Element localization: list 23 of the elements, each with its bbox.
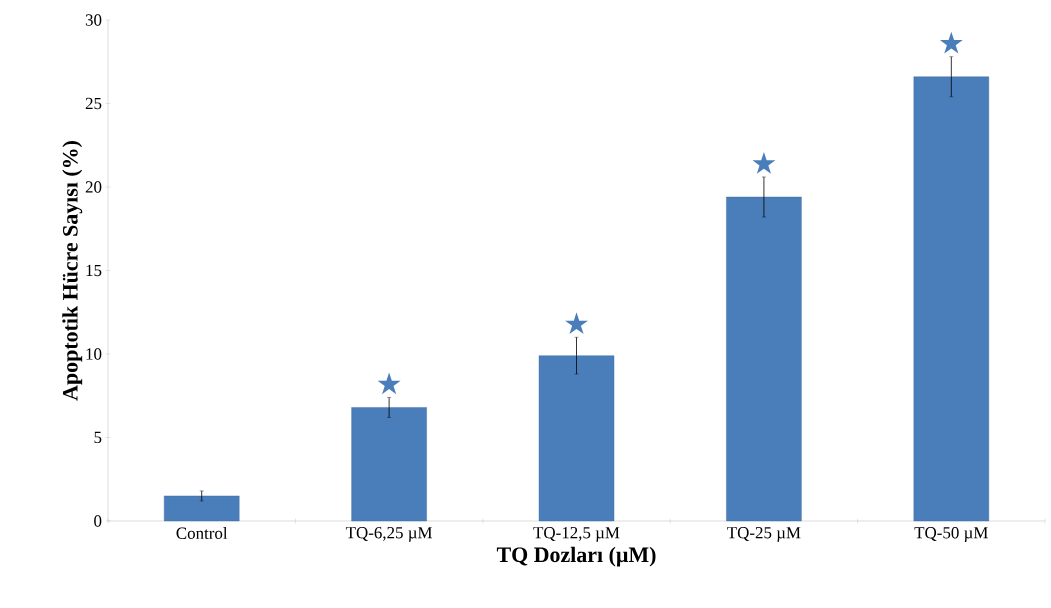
- x-axis-title: TQ Dozları (µM): [496, 546, 656, 567]
- annotation: ★: [939, 31, 963, 54]
- bar: [726, 196, 802, 522]
- bar: [538, 355, 615, 522]
- bar: [351, 407, 427, 522]
- y-tick-label: 30: [85, 14, 102, 26]
- y-tick-label: 0: [94, 515, 102, 527]
- annotation: ★: [377, 372, 401, 395]
- y-tick-label: 25: [85, 97, 102, 110]
- y-tick-label: 10: [86, 348, 102, 360]
- x-tick-label: TQ-6,25 µM: [345, 527, 433, 542]
- x-tick-label: TQ-25 µM: [727, 527, 801, 542]
- y-tick-label: 20: [85, 181, 102, 193]
- bar: [913, 76, 990, 522]
- y-axis-title: Apoptotik Hücre Sayısı (%): [62, 141, 83, 401]
- x-tick-label: Control: [176, 527, 228, 539]
- bar: [164, 495, 240, 522]
- y-tick-label: 5: [94, 431, 102, 444]
- y-tick-label: 15: [86, 264, 102, 277]
- annotation: ★: [565, 312, 588, 335]
- annotation: ★: [752, 152, 776, 174]
- x-tick-label: TQ-12,5 µM: [533, 527, 620, 542]
- x-tick-label: TQ-50 µM: [914, 527, 988, 542]
